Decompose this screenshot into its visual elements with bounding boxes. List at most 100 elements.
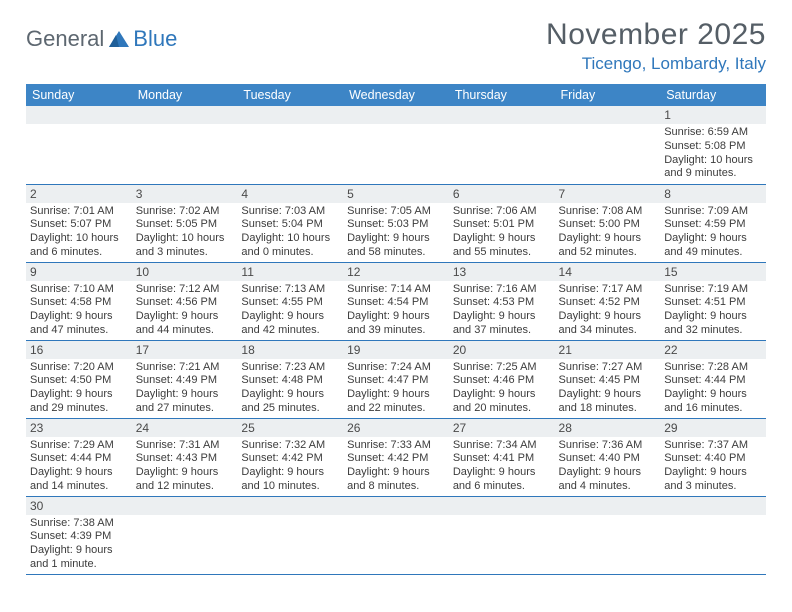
sunset-text: Sunset: 4:55 PM [241, 296, 339, 310]
title-block: November 2025 Ticengo, Lombardy, Italy [546, 18, 766, 74]
day-body: Sunrise: 7:12 AMSunset: 4:56 PMDaylight:… [132, 281, 238, 340]
sail-icon [107, 29, 131, 49]
daylight-text: Daylight: 9 hours and 1 minute. [30, 544, 128, 572]
sunset-text: Sunset: 5:01 PM [453, 218, 551, 232]
sunrise-text: Sunrise: 7:28 AM [664, 361, 762, 375]
daylight-text: Daylight: 10 hours and 9 minutes. [664, 154, 762, 182]
calendar-cell: 10Sunrise: 7:12 AMSunset: 4:56 PMDayligh… [132, 262, 238, 340]
day-number: 30 [26, 497, 132, 515]
daylight-text: Daylight: 9 hours and 3 minutes. [664, 466, 762, 494]
calendar-cell: 19Sunrise: 7:24 AMSunset: 4:47 PMDayligh… [343, 340, 449, 418]
sunrise-text: Sunrise: 7:20 AM [30, 361, 128, 375]
day-body: Sunrise: 7:23 AMSunset: 4:48 PMDaylight:… [237, 359, 343, 418]
sunrise-text: Sunrise: 7:34 AM [453, 439, 551, 453]
sunrise-text: Sunrise: 7:17 AM [559, 283, 657, 297]
sunrise-text: Sunrise: 7:29 AM [30, 439, 128, 453]
calendar-table: SundayMondayTuesdayWednesdayThursdayFrid… [26, 84, 766, 575]
calendar-cell: 26Sunrise: 7:33 AMSunset: 4:42 PMDayligh… [343, 418, 449, 496]
daylight-text: Daylight: 9 hours and 37 minutes. [453, 310, 551, 338]
calendar-cell: 17Sunrise: 7:21 AMSunset: 4:49 PMDayligh… [132, 340, 238, 418]
day-number [343, 106, 449, 124]
daylight-text: Daylight: 9 hours and 10 minutes. [241, 466, 339, 494]
sunset-text: Sunset: 5:04 PM [241, 218, 339, 232]
day-header: Sunday [26, 84, 132, 106]
sunset-text: Sunset: 4:53 PM [453, 296, 551, 310]
daylight-text: Daylight: 9 hours and 55 minutes. [453, 232, 551, 260]
day-body: Sunrise: 7:17 AMSunset: 4:52 PMDaylight:… [555, 281, 661, 340]
day-number: 4 [237, 185, 343, 203]
location: Ticengo, Lombardy, Italy [546, 54, 766, 74]
day-number: 11 [237, 263, 343, 281]
calendar-cell: 29Sunrise: 7:37 AMSunset: 4:40 PMDayligh… [660, 418, 766, 496]
sunrise-text: Sunrise: 7:14 AM [347, 283, 445, 297]
daylight-text: Daylight: 9 hours and 42 minutes. [241, 310, 339, 338]
daylight-text: Daylight: 9 hours and 58 minutes. [347, 232, 445, 260]
sunset-text: Sunset: 4:52 PM [559, 296, 657, 310]
calendar-week: 23Sunrise: 7:29 AMSunset: 4:44 PMDayligh… [26, 418, 766, 496]
day-body: Sunrise: 7:31 AMSunset: 4:43 PMDaylight:… [132, 437, 238, 496]
day-number: 28 [555, 419, 661, 437]
sunset-text: Sunset: 4:45 PM [559, 374, 657, 388]
sunset-text: Sunset: 5:03 PM [347, 218, 445, 232]
sunrise-text: Sunrise: 7:05 AM [347, 205, 445, 219]
calendar-cell: 16Sunrise: 7:20 AMSunset: 4:50 PMDayligh… [26, 340, 132, 418]
calendar-week: 2Sunrise: 7:01 AMSunset: 5:07 PMDaylight… [26, 184, 766, 262]
sunrise-text: Sunrise: 7:06 AM [453, 205, 551, 219]
daylight-text: Daylight: 9 hours and 25 minutes. [241, 388, 339, 416]
sunset-text: Sunset: 5:08 PM [664, 140, 762, 154]
daylight-text: Daylight: 10 hours and 6 minutes. [30, 232, 128, 260]
day-header: Saturday [660, 84, 766, 106]
calendar-cell: 20Sunrise: 7:25 AMSunset: 4:46 PMDayligh… [449, 340, 555, 418]
day-number: 7 [555, 185, 661, 203]
day-number: 26 [343, 419, 449, 437]
sunset-text: Sunset: 5:00 PM [559, 218, 657, 232]
day-number: 3 [132, 185, 238, 203]
daylight-text: Daylight: 9 hours and 8 minutes. [347, 466, 445, 494]
calendar-cell: 11Sunrise: 7:13 AMSunset: 4:55 PMDayligh… [237, 262, 343, 340]
day-body: Sunrise: 7:21 AMSunset: 4:49 PMDaylight:… [132, 359, 238, 418]
calendar-cell [343, 106, 449, 184]
day-number: 27 [449, 419, 555, 437]
day-body: Sunrise: 7:16 AMSunset: 4:53 PMDaylight:… [449, 281, 555, 340]
month-title: November 2025 [546, 18, 766, 52]
sunset-text: Sunset: 4:56 PM [136, 296, 234, 310]
calendar-cell [132, 496, 238, 574]
brand-part2: Blue [133, 26, 177, 52]
daylight-text: Daylight: 10 hours and 0 minutes. [241, 232, 339, 260]
sunrise-text: Sunrise: 7:33 AM [347, 439, 445, 453]
day-body: Sunrise: 7:13 AMSunset: 4:55 PMDaylight:… [237, 281, 343, 340]
calendar-cell: 13Sunrise: 7:16 AMSunset: 4:53 PMDayligh… [449, 262, 555, 340]
daylight-text: Daylight: 9 hours and 18 minutes. [559, 388, 657, 416]
sunset-text: Sunset: 4:58 PM [30, 296, 128, 310]
sunrise-text: Sunrise: 7:02 AM [136, 205, 234, 219]
day-number: 1 [660, 106, 766, 124]
day-number: 16 [26, 341, 132, 359]
sunset-text: Sunset: 4:43 PM [136, 452, 234, 466]
day-number: 18 [237, 341, 343, 359]
calendar-cell: 7Sunrise: 7:08 AMSunset: 5:00 PMDaylight… [555, 184, 661, 262]
calendar-cell: 5Sunrise: 7:05 AMSunset: 5:03 PMDaylight… [343, 184, 449, 262]
calendar-week: 1Sunrise: 6:59 AMSunset: 5:08 PMDaylight… [26, 106, 766, 184]
sunrise-text: Sunrise: 7:23 AM [241, 361, 339, 375]
daylight-text: Daylight: 9 hours and 34 minutes. [559, 310, 657, 338]
daylight-text: Daylight: 9 hours and 32 minutes. [664, 310, 762, 338]
calendar-header-row: SundayMondayTuesdayWednesdayThursdayFrid… [26, 84, 766, 106]
day-number [132, 497, 238, 515]
sunrise-text: Sunrise: 7:03 AM [241, 205, 339, 219]
day-header: Monday [132, 84, 238, 106]
sunset-text: Sunset: 4:40 PM [664, 452, 762, 466]
calendar-cell [449, 106, 555, 184]
calendar-cell [237, 496, 343, 574]
day-number: 22 [660, 341, 766, 359]
day-number [449, 106, 555, 124]
day-body: Sunrise: 7:09 AMSunset: 4:59 PMDaylight:… [660, 203, 766, 262]
daylight-text: Daylight: 9 hours and 14 minutes. [30, 466, 128, 494]
day-number: 12 [343, 263, 449, 281]
daylight-text: Daylight: 9 hours and 20 minutes. [453, 388, 551, 416]
calendar-cell: 3Sunrise: 7:02 AMSunset: 5:05 PMDaylight… [132, 184, 238, 262]
day-body: Sunrise: 7:38 AMSunset: 4:39 PMDaylight:… [26, 515, 132, 574]
sunrise-text: Sunrise: 7:12 AM [136, 283, 234, 297]
day-number: 15 [660, 263, 766, 281]
calendar-cell: 8Sunrise: 7:09 AMSunset: 4:59 PMDaylight… [660, 184, 766, 262]
day-body: Sunrise: 7:33 AMSunset: 4:42 PMDaylight:… [343, 437, 449, 496]
